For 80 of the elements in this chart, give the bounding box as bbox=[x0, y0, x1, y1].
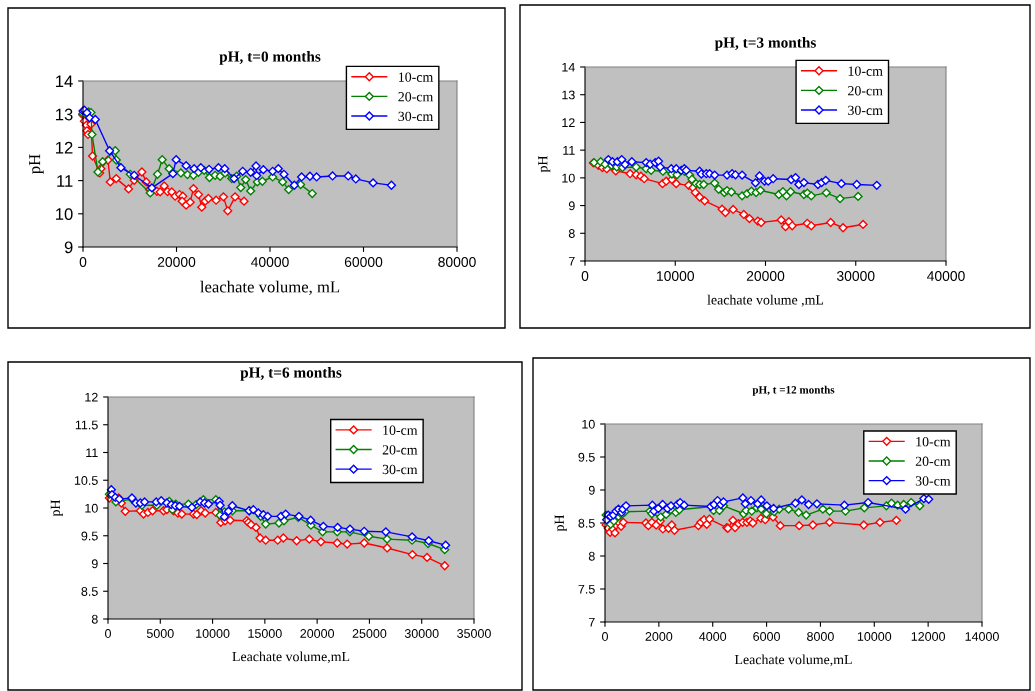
y-tick-label: 14 bbox=[562, 62, 575, 72]
legend-label: 30-cm bbox=[848, 105, 883, 116]
legend-label: 20-cm bbox=[848, 86, 883, 96]
y-tick-label: 10 bbox=[56, 208, 73, 220]
y-tick-label: 10.5 bbox=[74, 476, 98, 485]
y-tick-label: 9 bbox=[588, 485, 595, 495]
y-tick-label: 8 bbox=[91, 614, 98, 624]
y-axis-title: pH bbox=[538, 155, 551, 173]
x-axis-title: leachate volume, mL bbox=[200, 280, 340, 295]
y-tick-label: 10 bbox=[582, 419, 595, 429]
y-tick-label: 8.5 bbox=[81, 587, 98, 596]
x-tick-label: 20000 bbox=[300, 629, 335, 638]
x-tick-label: 12000 bbox=[911, 632, 946, 641]
y-tick-label: 8 bbox=[568, 229, 575, 238]
x-axis-title: Leachate volume,mL bbox=[734, 654, 852, 667]
y-tick-label: 10 bbox=[85, 503, 98, 513]
x-tick-label: 8000 bbox=[807, 632, 834, 641]
x-tick-label: 14000 bbox=[965, 632, 999, 641]
y-axis-title: pH bbox=[50, 499, 63, 517]
x-tick-label: 0 bbox=[581, 271, 589, 281]
y-tick-label: 9 bbox=[91, 559, 98, 569]
x-tick-label: 0 bbox=[79, 257, 87, 267]
x-axis-title: Leachate volume,mL bbox=[232, 651, 350, 664]
x-axis-title: leachate volume ,mL bbox=[707, 294, 824, 307]
x-tick-label: 0 bbox=[602, 632, 608, 641]
x-tick-label: 20000 bbox=[157, 257, 196, 267]
y-tick-label: 13 bbox=[56, 108, 73, 121]
x-tick-label: 25000 bbox=[352, 629, 387, 638]
y-tick-label: 11.5 bbox=[75, 420, 98, 430]
y-tick-label: 14 bbox=[56, 75, 73, 88]
x-tick-label: 5000 bbox=[146, 629, 174, 638]
y-tick-label: 8 bbox=[588, 551, 595, 561]
chart-title: pH, t =12 months bbox=[752, 385, 835, 396]
legend-label: 30-cm bbox=[915, 476, 951, 486]
x-tick-label: 30000 bbox=[836, 271, 875, 281]
x-tick-label: 60000 bbox=[344, 257, 383, 267]
x-tick-label: 20000 bbox=[746, 271, 785, 281]
y-tick-label: 9.5 bbox=[578, 452, 595, 462]
y-tick-label: 9.5 bbox=[81, 531, 98, 541]
chart-title: pH, t=6 months bbox=[240, 366, 342, 381]
chart-title: pH, t=3 months bbox=[714, 36, 816, 51]
x-tick-label: 80000 bbox=[438, 257, 476, 267]
x-tick-label: 40000 bbox=[251, 257, 289, 267]
y-tick-label: 9 bbox=[568, 201, 575, 211]
x-tick-label: 35000 bbox=[457, 629, 491, 638]
x-tick-label: 4000 bbox=[699, 632, 727, 641]
y-tick-label: 9 bbox=[64, 241, 73, 254]
y-tick-label: 8.5 bbox=[578, 518, 595, 528]
legend-label: 20-cm bbox=[398, 92, 434, 102]
x-tick-label: 6000 bbox=[753, 632, 780, 641]
y-tick-label: 7 bbox=[588, 617, 595, 627]
legend-label: 10-cm bbox=[383, 425, 418, 435]
x-tick-label: 0 bbox=[105, 629, 111, 638]
x-tick-label: 10000 bbox=[857, 632, 892, 641]
y-tick-label: 13 bbox=[562, 90, 575, 100]
chart-title: pH, t=0 months bbox=[219, 50, 321, 65]
x-tick-label: 10000 bbox=[657, 271, 695, 281]
legend-label: 20-cm bbox=[915, 456, 951, 466]
legend-label: 10-cm bbox=[916, 436, 951, 447]
y-tick-label: 12 bbox=[85, 392, 98, 402]
legend-label: 20-cm bbox=[382, 445, 418, 455]
x-tick-label: 2000 bbox=[645, 632, 673, 641]
y-axis-title: pH bbox=[29, 154, 44, 174]
x-tick-label: 40000 bbox=[927, 271, 965, 281]
y-tick-label: 7.5 bbox=[578, 584, 595, 594]
y-tick-label: 7 bbox=[568, 256, 575, 266]
y-tick-label: 11 bbox=[57, 175, 73, 187]
y-tick-label: 11 bbox=[86, 448, 98, 458]
y-axis-title: pH bbox=[554, 514, 567, 532]
legend-label: 10-cm bbox=[848, 66, 883, 76]
x-tick-label: 30000 bbox=[404, 629, 439, 638]
legend-label: 10-cm bbox=[399, 72, 434, 82]
y-tick-label: 12 bbox=[56, 141, 73, 154]
y-tick-label: 10 bbox=[562, 173, 575, 183]
y-tick-label: 12 bbox=[562, 118, 575, 127]
x-tick-label: 15000 bbox=[248, 629, 282, 638]
y-tick-label: 11 bbox=[563, 146, 575, 155]
legend-label: 30-cm bbox=[398, 111, 434, 122]
legend-label: 30-cm bbox=[382, 464, 418, 475]
x-tick-label: 10000 bbox=[196, 629, 230, 638]
